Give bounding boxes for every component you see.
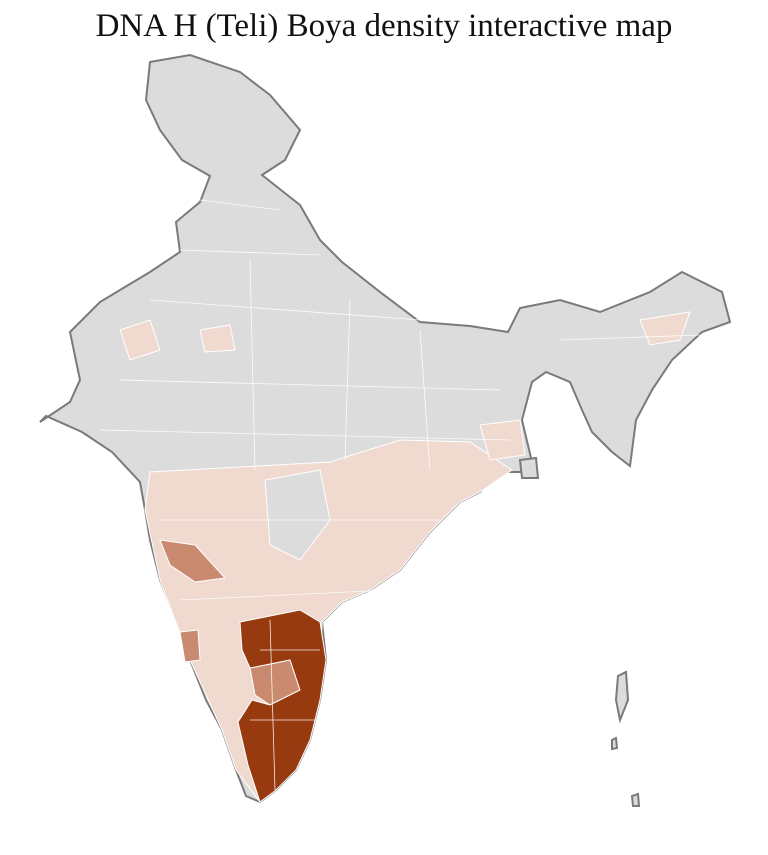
region-low: [199, 324, 236, 353]
island: [611, 736, 619, 751]
region-none: [264, 469, 331, 561]
region-mid: [159, 539, 227, 583]
island: [630, 792, 641, 807]
region-low: [119, 319, 161, 361]
map-title: DNA H (Teli) Boya density interactive ma…: [95, 8, 673, 44]
district-lines: [99, 199, 701, 791]
region-mid: [179, 629, 201, 663]
region-high: [237, 609, 327, 803]
region-low: [144, 439, 513, 803]
island: [518, 456, 540, 479]
island: [614, 670, 630, 724]
